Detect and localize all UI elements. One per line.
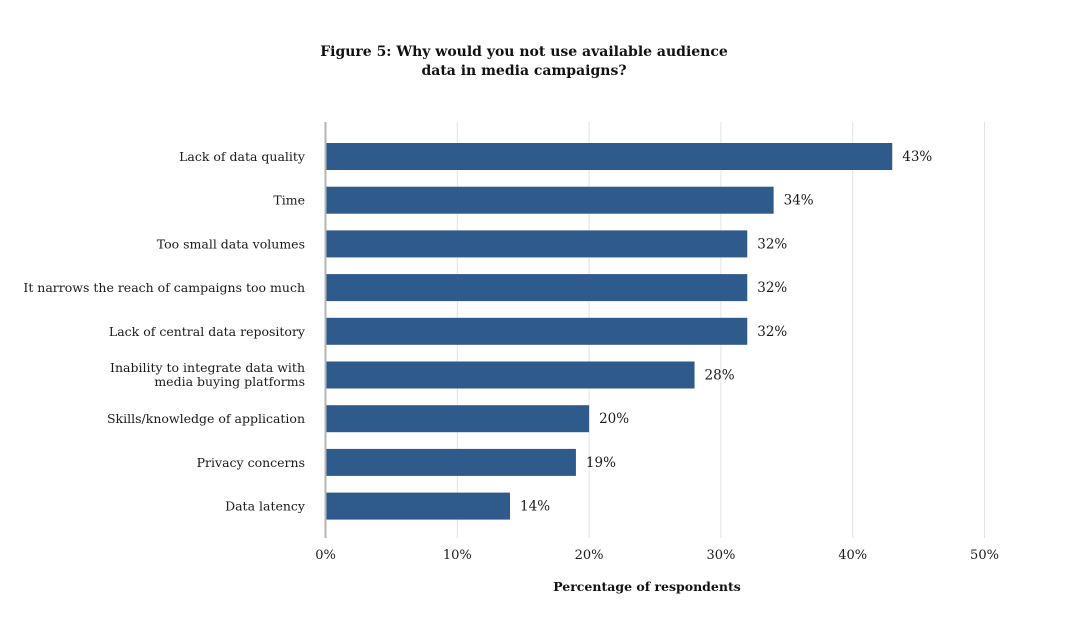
chart-title: Figure 5: Why would you not use availabl… xyxy=(320,44,728,79)
x-tick-label-30: 30% xyxy=(706,548,735,563)
x-tick-label-50: 50% xyxy=(970,548,999,563)
x-tick-labels: 0% 10% 20% 30% 40% 50% xyxy=(315,548,999,563)
x-tick-label-40: 40% xyxy=(838,548,867,563)
bar-1 xyxy=(326,143,893,170)
x-axis-label: Percentage of respondents xyxy=(553,579,741,594)
value-label-1: 43% xyxy=(902,149,932,165)
bar-8 xyxy=(326,448,576,476)
bar-3 xyxy=(326,230,748,258)
bar-7 xyxy=(326,405,590,433)
bar-2 xyxy=(326,186,774,214)
x-tick-label-20: 20% xyxy=(575,548,604,563)
value-labels: 43% 34% 32% 32% 32% 28% 20% 19% 14% xyxy=(520,149,932,515)
value-label-7: 20% xyxy=(599,411,629,427)
category-label-3: Too small data volumes xyxy=(157,236,305,251)
category-label-8: Privacy concerns xyxy=(197,455,305,470)
bar-6 xyxy=(326,361,695,389)
value-label-4: 32% xyxy=(757,280,787,296)
category-label-7: Skills/knowledge of application xyxy=(107,411,305,426)
value-label-5: 32% xyxy=(757,324,787,340)
value-label-3: 32% xyxy=(757,236,787,252)
category-label-2: Time xyxy=(273,193,305,208)
x-tick-label-0: 0% xyxy=(315,548,336,563)
category-label-1: Lack of data quality xyxy=(179,149,306,164)
chart-title-line-1: Figure 5: Why would you not use availabl… xyxy=(320,44,728,60)
bar-5 xyxy=(326,317,748,345)
category-label-5: Lack of central data repository xyxy=(109,324,306,339)
bar-9 xyxy=(326,492,511,520)
value-label-8: 19% xyxy=(586,455,616,471)
category-labels: Lack of data quality Time Too small data v… xyxy=(23,149,306,514)
value-label-9: 14% xyxy=(520,499,550,515)
x-tick-label-10: 10% xyxy=(443,548,472,563)
value-label-2: 34% xyxy=(784,193,814,209)
category-label-6-line-1: Inability to integrate data with xyxy=(110,360,305,375)
category-label-4: It narrows the reach of campaigns too mu… xyxy=(23,280,305,295)
chart-title-line-2: data in media campaigns? xyxy=(421,63,626,79)
bars xyxy=(326,143,893,520)
category-label-6: Inability to integrate data with media bu… xyxy=(110,360,305,389)
category-label-9: Data latency xyxy=(225,499,306,514)
category-label-6-line-2: media buying platforms xyxy=(154,374,305,389)
value-label-6: 28% xyxy=(705,368,735,384)
bar-4 xyxy=(326,274,748,302)
